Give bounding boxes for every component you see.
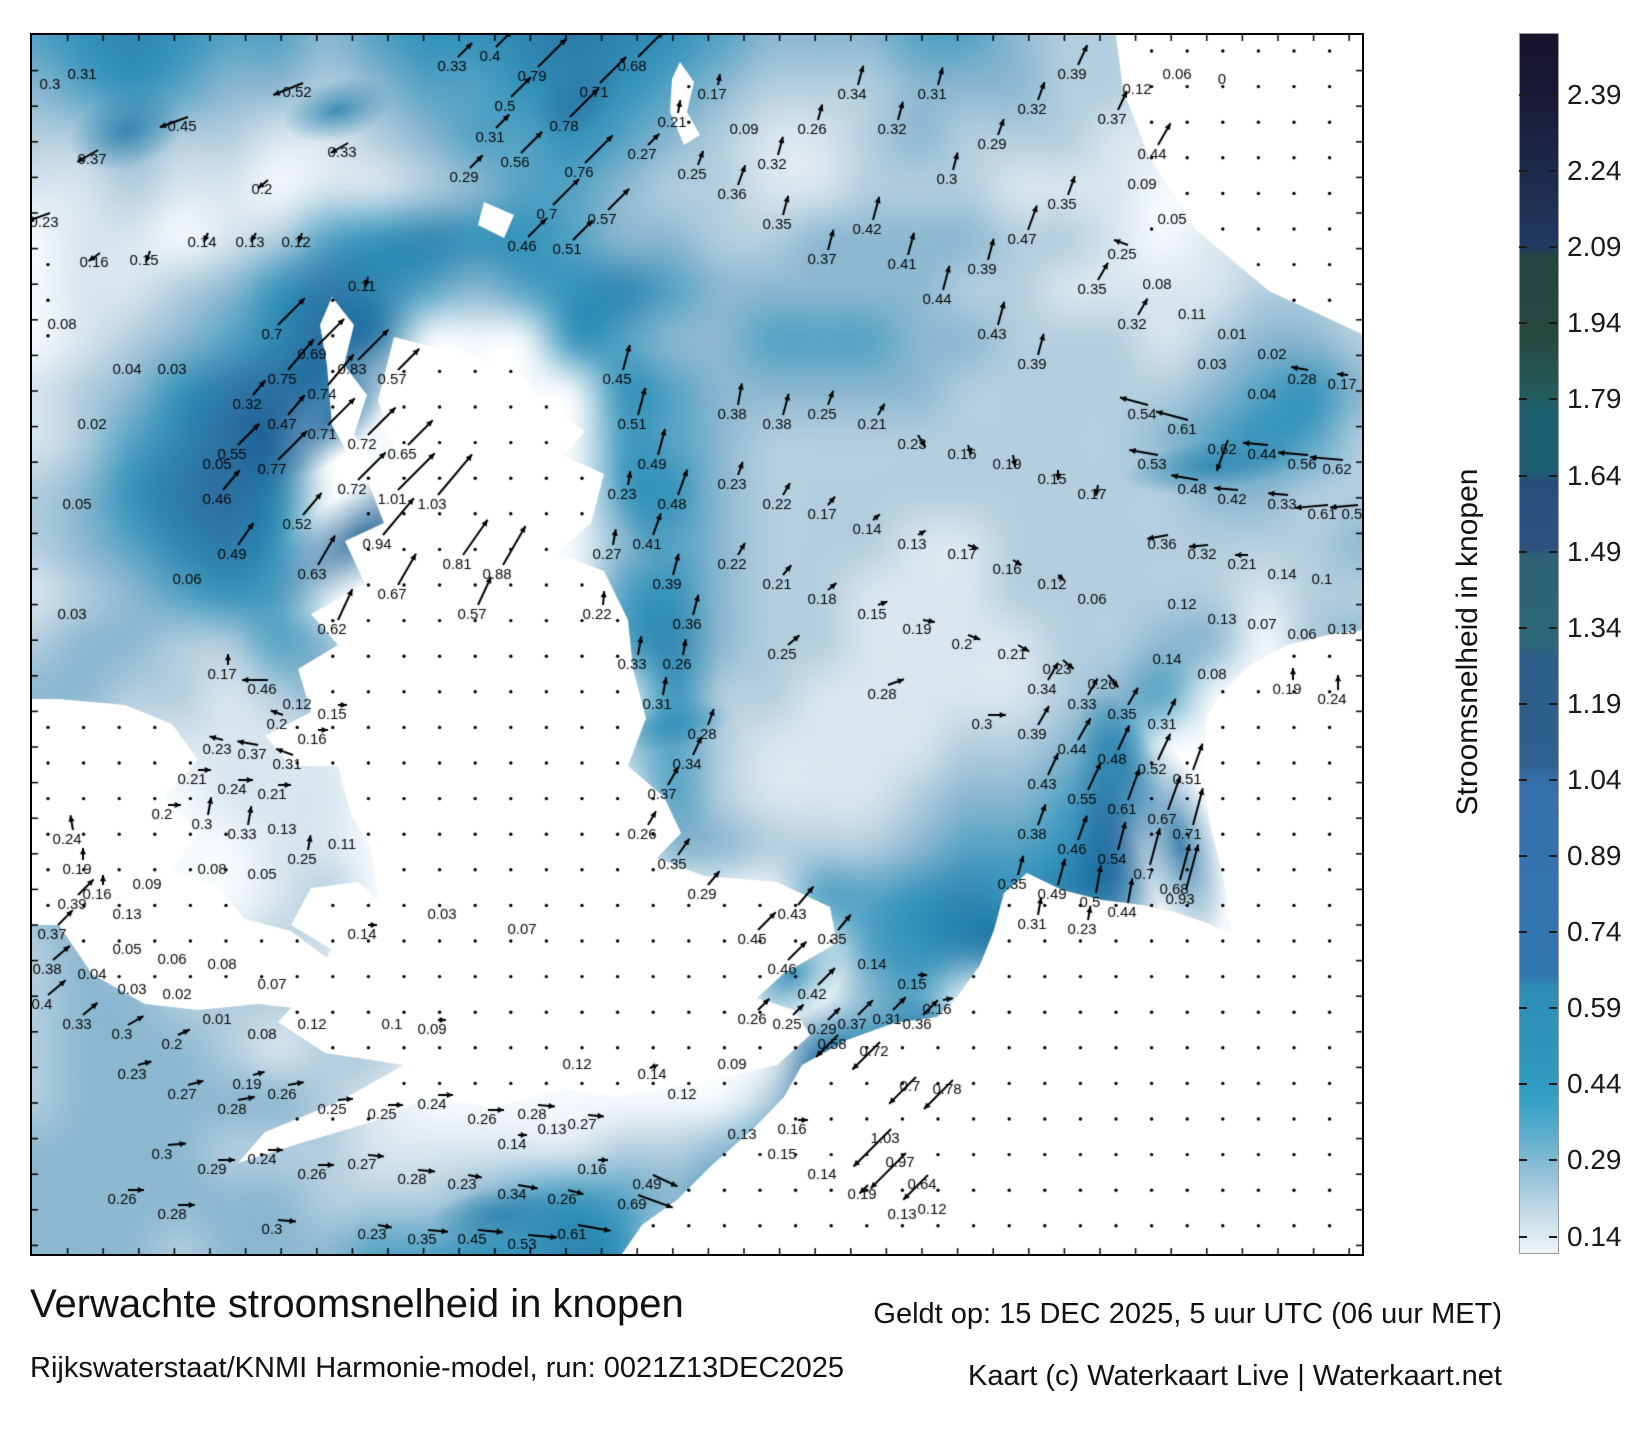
colorbar-tick-mark <box>1549 1159 1557 1162</box>
colorbar-tick-mark <box>1549 1007 1557 1010</box>
colorbar-tick-mark <box>1519 322 1527 325</box>
colorbar-tick-mark <box>1519 246 1527 249</box>
colorbar-tick-label: 0.59 <box>1567 992 1622 1024</box>
colorbar-tick-mark <box>1519 855 1527 857</box>
colorbar-tick-label: 0.89 <box>1567 840 1622 871</box>
colorbar-tick-mark <box>1549 1083 1557 1086</box>
colorbar-tick-label: 0.29 <box>1567 1144 1622 1176</box>
colorbar-tick-label: 1.64 <box>1567 459 1622 491</box>
colorbar-tick-label: 1.19 <box>1567 687 1622 719</box>
colorbar-tick-mark <box>1519 550 1527 553</box>
colorbar-tick-mark <box>1549 170 1557 173</box>
colorbar-tick-mark <box>1549 474 1557 477</box>
colorbar-tick-mark <box>1519 1159 1527 1162</box>
colorbar-tick-mark <box>1549 778 1557 781</box>
colorbar-tick-mark <box>1519 626 1527 629</box>
colorbar-tick-mark <box>1549 1235 1557 1238</box>
colorbar-tick-mark <box>1549 855 1557 857</box>
colorbar-tick-mark <box>1519 1235 1527 1238</box>
colorbar-tick-label: 0.14 <box>1567 1220 1622 1252</box>
colorbar-tick-mark <box>1519 778 1527 781</box>
colorbar-tick-mark <box>1549 398 1557 401</box>
colorbar-tick-label: 2.24 <box>1567 155 1622 187</box>
colorbar-tick-label: 1.04 <box>1567 763 1622 795</box>
colorbar-tick-mark <box>1519 702 1527 705</box>
colorbar-tick-mark <box>1549 246 1557 249</box>
colorbar-tick-mark <box>1549 550 1557 553</box>
map-title: Verwachte stroomsnelheid in knopen <box>30 1282 684 1326</box>
colorbar-tick-label: 2.09 <box>1567 231 1622 263</box>
colorbar-tick-label: 0.44 <box>1567 1068 1622 1100</box>
colorbar-tick-mark <box>1519 94 1527 96</box>
colorbar-tick-mark <box>1519 931 1527 934</box>
colorbar-tick-label: 1.94 <box>1567 307 1622 339</box>
colorbar-axis-label: Stroomsnelheid in knopen <box>1451 468 1484 816</box>
colorbar-tick-label: 0.74 <box>1567 916 1622 948</box>
colorbar-tick-mark <box>1549 931 1557 934</box>
colorbar-tick-label: 1.34 <box>1567 611 1622 643</box>
colorbar-tick-mark <box>1519 1007 1527 1010</box>
colorbar-tick-mark <box>1519 474 1527 477</box>
colorbar-tick-mark <box>1549 626 1557 629</box>
current-speed-map-canvas <box>30 33 1364 1256</box>
colorbar-tick-mark <box>1519 170 1527 173</box>
colorbar-tick-mark <box>1519 1083 1527 1086</box>
colorbar-tick-mark <box>1519 398 1527 401</box>
colorbar-tick-label: 1.79 <box>1567 383 1622 415</box>
copyright-caption: Kaart (c) Waterkaart Live | Waterkaart.n… <box>968 1360 1502 1392</box>
model-run-caption: Rijkswaterstaat/KNMI Harmonie-model, run… <box>30 1352 844 1384</box>
valid-time-caption: Geldt op: 15 DEC 2025, 5 uur UTC (06 uur… <box>873 1298 1502 1330</box>
colorbar-tick-mark <box>1549 702 1557 705</box>
colorbar-tick-label: 1.49 <box>1567 535 1622 567</box>
colorbar-tick-mark <box>1549 94 1557 96</box>
colorbar <box>1519 33 1559 1254</box>
colorbar-tick-mark <box>1549 322 1557 325</box>
colorbar-tick-label: 2.39 <box>1567 79 1622 110</box>
